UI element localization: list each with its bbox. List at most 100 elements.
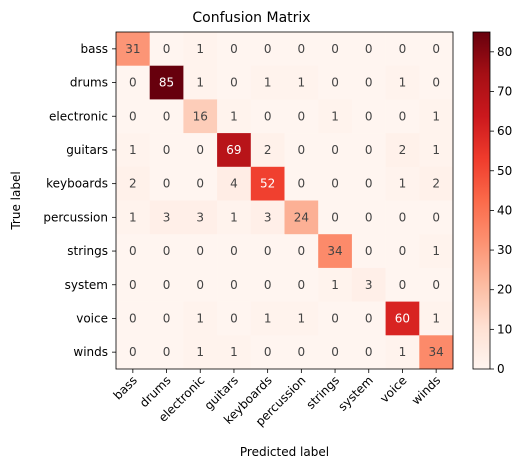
cell-value-label: 0 <box>196 278 204 292</box>
heatmap-cell <box>149 200 184 235</box>
chart-title: Confusion Matrix <box>192 10 310 26</box>
cell-value-label: 1 <box>196 76 204 90</box>
y-tick-label: guitars <box>66 143 108 157</box>
heatmap-cell <box>183 99 218 134</box>
heatmap-cell <box>385 99 420 134</box>
heatmap-cell <box>419 301 454 336</box>
heatmap-cell <box>318 99 353 134</box>
cell-value-label: 1 <box>196 42 204 56</box>
heatmap-cell <box>217 200 252 235</box>
heatmap-cell <box>183 267 218 302</box>
cell-value-label: 1 <box>432 244 440 258</box>
y-tick-label: voice <box>76 311 108 325</box>
cell-value-label: 0 <box>264 244 272 258</box>
heatmap-cell <box>385 32 420 66</box>
cell-value-label: 0 <box>196 244 204 258</box>
heatmap-cell <box>419 166 454 201</box>
heatmap-cell <box>351 32 386 66</box>
heatmap-cell <box>217 65 252 100</box>
heatmap-cell <box>149 166 184 201</box>
cell-value-label: 34 <box>429 345 444 359</box>
cell-value-label: 0 <box>298 42 306 56</box>
heatmap-cell <box>351 200 386 235</box>
cell-value-label: 0 <box>129 311 137 325</box>
cell-value-label: 0 <box>432 210 440 224</box>
cell-value-label: 1 <box>230 109 238 123</box>
heatmap-cell <box>250 200 285 235</box>
cell-value-label: 16 <box>193 109 208 123</box>
cell-value-label: 0 <box>163 311 171 325</box>
cell-value-label: 0 <box>365 210 373 224</box>
cell-value-label: 1 <box>230 345 238 359</box>
cell-value-label: 1 <box>399 177 407 191</box>
y-tick-label: drums <box>70 76 108 90</box>
cell-value-label: 0 <box>331 345 339 359</box>
heatmap-cell <box>116 301 150 336</box>
heatmap-cell <box>149 234 184 269</box>
cell-value-label: 1 <box>331 109 339 123</box>
cell-value-label: 0 <box>129 278 137 292</box>
y-tick-label: strings <box>67 244 108 258</box>
heatmap-cell <box>284 301 319 336</box>
cell-value-label: 0 <box>264 278 272 292</box>
heatmap-cell <box>217 267 252 302</box>
heatmap-cell <box>116 267 150 302</box>
colorbar-tick-label: 0 <box>497 362 505 376</box>
heatmap-cell <box>385 166 420 201</box>
heatmap-cell <box>284 166 319 201</box>
cell-value-label: 0 <box>163 109 171 123</box>
cell-value-label: 1 <box>298 76 306 90</box>
heatmap-cell <box>250 166 285 201</box>
cell-value-label: 0 <box>230 76 238 90</box>
y-tick-label: winds <box>73 345 108 359</box>
cell-value-label: 1 <box>196 311 204 325</box>
cell-value-label: 1 <box>129 210 137 224</box>
cell-value-label: 1 <box>264 76 272 90</box>
cell-value-label: 0 <box>365 345 373 359</box>
heatmap-cell <box>116 99 150 134</box>
x-axis-title: Predicted label <box>240 445 329 459</box>
colorbar-tick-label: 60 <box>497 124 512 138</box>
cell-value-label: 1 <box>196 345 204 359</box>
cell-value-label: 0 <box>230 311 238 325</box>
cell-value-label: 1 <box>432 311 440 325</box>
heatmap-cell <box>318 267 353 302</box>
x-tick-label: system <box>335 373 376 414</box>
heatmap-cell <box>183 166 218 201</box>
cell-value-label: 31 <box>125 42 140 56</box>
cell-value-label: 1 <box>399 76 407 90</box>
heatmap-cell <box>419 267 454 302</box>
heatmap-cell <box>351 234 386 269</box>
cell-value-label: 0 <box>196 143 204 157</box>
cell-value-label: 0 <box>163 244 171 258</box>
heatmap-cell <box>250 234 285 269</box>
colorbar-tick-label: 10 <box>497 322 512 336</box>
heatmap-cell <box>250 335 285 370</box>
colorbar-tick-label: 80 <box>497 45 512 59</box>
cell-value-label: 0 <box>298 278 306 292</box>
heatmap-cell <box>217 32 252 66</box>
colorbar <box>472 31 491 370</box>
cell-value-label: 1 <box>230 210 238 224</box>
cell-value-label: 0 <box>230 244 238 258</box>
heatmap-cell <box>149 267 184 302</box>
cell-value-label: 2 <box>432 177 440 191</box>
heatmap-cell <box>217 234 252 269</box>
cell-value-label: 24 <box>294 210 309 224</box>
heatmap-cell <box>116 166 150 201</box>
y-tick-label: percussion <box>43 210 108 224</box>
cell-value-label: 0 <box>399 244 407 258</box>
heatmap-cell <box>385 234 420 269</box>
cell-value-label: 34 <box>327 244 342 258</box>
heatmap-cell <box>419 200 454 235</box>
heatmap-cell <box>385 65 420 100</box>
heatmap-cell <box>149 133 184 168</box>
cell-value-label: 0 <box>264 42 272 56</box>
heatmap-cell <box>351 267 386 302</box>
heatmap-cell <box>318 234 353 269</box>
cell-value-label: 0 <box>264 345 272 359</box>
heatmap-cell <box>183 65 218 100</box>
heatmap-cell <box>351 65 386 100</box>
heatmap-cell <box>318 133 353 168</box>
heatmap-cell <box>318 335 353 370</box>
